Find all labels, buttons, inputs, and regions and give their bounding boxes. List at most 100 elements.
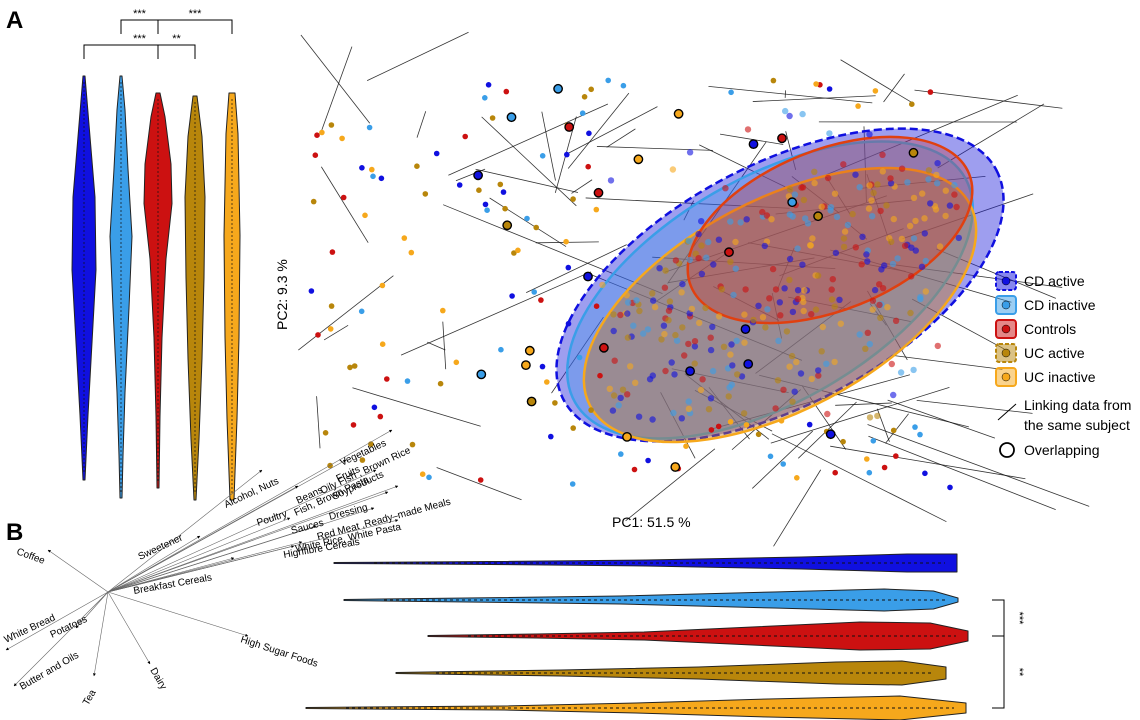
point-uc-active bbox=[789, 398, 796, 405]
point-controls bbox=[662, 367, 669, 375]
point-cd-inactive bbox=[685, 237, 692, 244]
point-uc-inactive bbox=[869, 306, 876, 313]
subject-link-line-20 bbox=[751, 430, 814, 489]
point-controls bbox=[892, 317, 900, 324]
point-uc-inactive bbox=[401, 235, 408, 241]
y-axis-label: PC2: 9.3 % bbox=[274, 259, 290, 330]
subject-link-line-86 bbox=[323, 324, 349, 341]
point-cd-inactive bbox=[786, 211, 793, 218]
point-uc-inactive bbox=[453, 359, 460, 366]
point-uc-inactive bbox=[831, 190, 839, 197]
overlapping-point-uc-active bbox=[908, 147, 919, 158]
overlapping-point-uc-active bbox=[813, 211, 823, 222]
subject-link-line-36 bbox=[867, 424, 1090, 507]
point-uc-active bbox=[755, 431, 762, 438]
point-uc-active bbox=[610, 392, 618, 399]
subject-link-line-6 bbox=[892, 355, 1003, 370]
point-uc-active bbox=[874, 412, 881, 420]
subject-link-line-42 bbox=[711, 374, 911, 430]
legend-overlap-marker bbox=[999, 442, 1015, 458]
point-uc-active bbox=[328, 122, 335, 128]
subject-link-line-55 bbox=[427, 341, 446, 351]
point-controls bbox=[708, 427, 715, 433]
subject-link-line-80 bbox=[708, 387, 750, 440]
point-uc-active bbox=[702, 304, 709, 312]
point-uc-inactive bbox=[688, 305, 696, 313]
point-controls bbox=[852, 244, 859, 251]
point-cd-inactive bbox=[804, 220, 812, 227]
point-uc-inactive bbox=[801, 287, 808, 294]
point-uc-inactive bbox=[683, 443, 689, 450]
point-cd-active bbox=[710, 261, 717, 268]
point-cd-inactive bbox=[732, 265, 739, 272]
overlapping-point-cd-active bbox=[685, 366, 695, 376]
point-uc-active bbox=[811, 168, 818, 175]
point-controls bbox=[695, 255, 702, 262]
point-uc-active bbox=[619, 386, 627, 393]
point-controls bbox=[901, 242, 909, 249]
point-controls bbox=[611, 357, 618, 364]
point-cd-active bbox=[786, 112, 793, 120]
loading-arrow-sweetener bbox=[107, 535, 201, 593]
subject-link-line-40 bbox=[775, 199, 912, 215]
subject-link-line-37 bbox=[777, 247, 795, 289]
subject-link-line-62 bbox=[481, 116, 577, 207]
point-cd-inactive bbox=[799, 110, 806, 118]
point-uc-active bbox=[476, 187, 482, 193]
subject-link-line-29 bbox=[298, 275, 394, 351]
point-controls bbox=[631, 466, 638, 473]
loading-arrow-breakfast-cereals bbox=[107, 557, 235, 593]
point-controls bbox=[808, 311, 815, 318]
point-cd-inactive bbox=[922, 257, 929, 265]
point-cd-inactive bbox=[917, 295, 924, 303]
point-controls bbox=[953, 203, 960, 211]
horizontal-violin-plot: ***** bbox=[305, 553, 1025, 720]
overlapping-point-uc-inactive bbox=[521, 360, 531, 370]
subject-link-line-21 bbox=[320, 166, 369, 243]
point-uc-active bbox=[740, 410, 748, 417]
point-cd-inactive bbox=[579, 110, 586, 116]
point-uc-active bbox=[718, 286, 725, 293]
point-uc-inactive bbox=[743, 422, 750, 428]
legend-marker-uc-inactive bbox=[1001, 372, 1011, 382]
point-uc-active bbox=[883, 202, 890, 209]
point-cd-active bbox=[887, 180, 895, 187]
point-uc-inactive bbox=[778, 418, 785, 424]
point-controls bbox=[624, 391, 631, 398]
point-cd-active bbox=[728, 341, 735, 348]
subject-link-line-45 bbox=[596, 146, 713, 151]
point-cd-active bbox=[881, 262, 888, 269]
point-uc-inactive bbox=[627, 363, 634, 370]
point-uc-inactive bbox=[678, 289, 685, 296]
loading-arrow-oily-fish-brown-rice bbox=[107, 469, 377, 593]
point-cd-inactive bbox=[370, 173, 376, 180]
point-cd-inactive bbox=[726, 384, 733, 391]
subject-link-line-83 bbox=[785, 131, 797, 170]
overlapping-point-cd-inactive bbox=[506, 112, 517, 123]
point-cd-inactive bbox=[404, 378, 411, 384]
loading-label-coffee: Coffee bbox=[15, 546, 47, 567]
point-uc-inactive bbox=[919, 190, 926, 197]
loading-arrow-poultry bbox=[107, 517, 291, 593]
point-uc-inactive bbox=[741, 339, 748, 346]
point-cd-active bbox=[761, 242, 768, 250]
point-uc-inactive bbox=[741, 311, 748, 318]
loading-label-sweetener: Sweetener bbox=[137, 532, 186, 562]
subject-link-line-72 bbox=[448, 103, 609, 176]
point-uc-active bbox=[890, 427, 897, 434]
subject-link-line-61 bbox=[664, 195, 887, 273]
point-cd-inactive bbox=[644, 326, 652, 333]
point-cd-inactive bbox=[917, 431, 923, 438]
point-cd-inactive bbox=[934, 180, 941, 187]
point-uc-inactive bbox=[837, 320, 844, 327]
point-cd-active bbox=[609, 407, 617, 414]
point-cd-inactive bbox=[624, 299, 632, 306]
significance-bracket-b-0 bbox=[992, 599, 1005, 637]
point-uc-active bbox=[750, 316, 757, 324]
point-cd-inactive bbox=[794, 245, 801, 252]
loading-label-high-sugar-foods: High Sugar Foods bbox=[239, 634, 319, 669]
point-uc-inactive bbox=[759, 314, 767, 321]
legend-marker-controls bbox=[1001, 324, 1011, 334]
point-uc-active bbox=[679, 324, 686, 331]
point-controls bbox=[681, 352, 688, 359]
